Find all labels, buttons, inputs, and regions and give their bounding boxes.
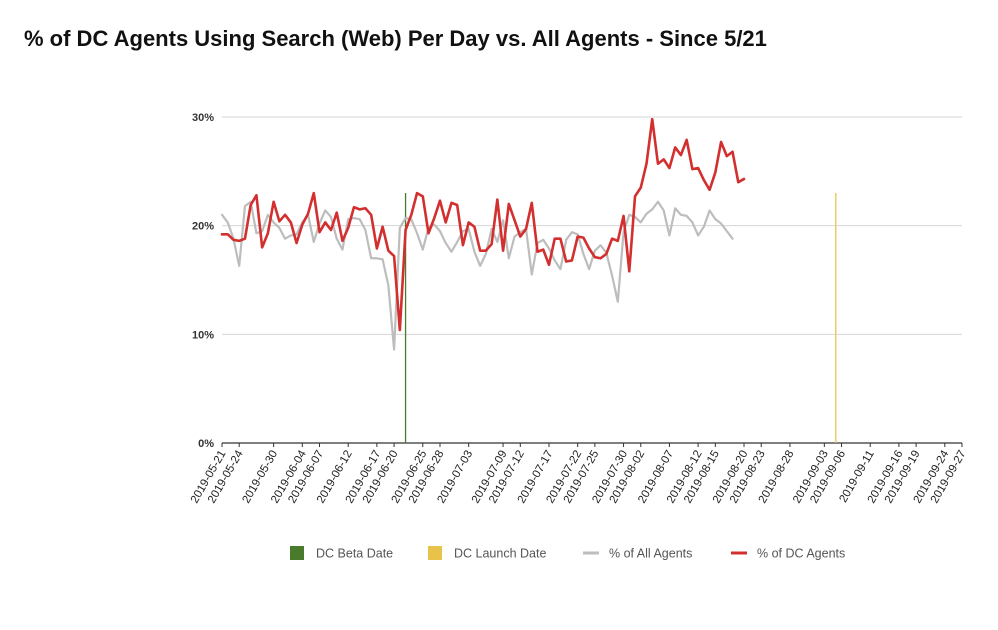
- legend-label: % of DC Agents: [757, 547, 845, 561]
- legend-label: DC Beta Date: [316, 547, 393, 561]
- all-agents-line: [220, 200, 734, 351]
- legend-label: % of All Agents: [609, 547, 692, 561]
- y-axis-ticks: 0% 10% 20% 30%: [192, 112, 214, 450]
- series-lines: [220, 117, 746, 351]
- x-axis: 2019-05-212019-05-242019-05-302019-06-04…: [189, 443, 969, 505]
- y-tick-label: 30%: [192, 112, 214, 124]
- legend-swatch: [428, 546, 442, 560]
- legend-swatch: [290, 546, 304, 560]
- dc-agents-line: [220, 117, 746, 332]
- legend-label: DC Launch Date: [454, 547, 546, 561]
- y-tick-label: 10%: [192, 329, 214, 341]
- legend: DC Beta Date DC Launch Date % of All Agent…: [290, 546, 845, 561]
- y-tick-label: 0%: [198, 438, 214, 450]
- y-tick-label: 20%: [192, 221, 214, 233]
- chart-title: % of DC Agents Using Search (Web) Per Da…: [24, 26, 767, 51]
- gridlines: [222, 116, 962, 444]
